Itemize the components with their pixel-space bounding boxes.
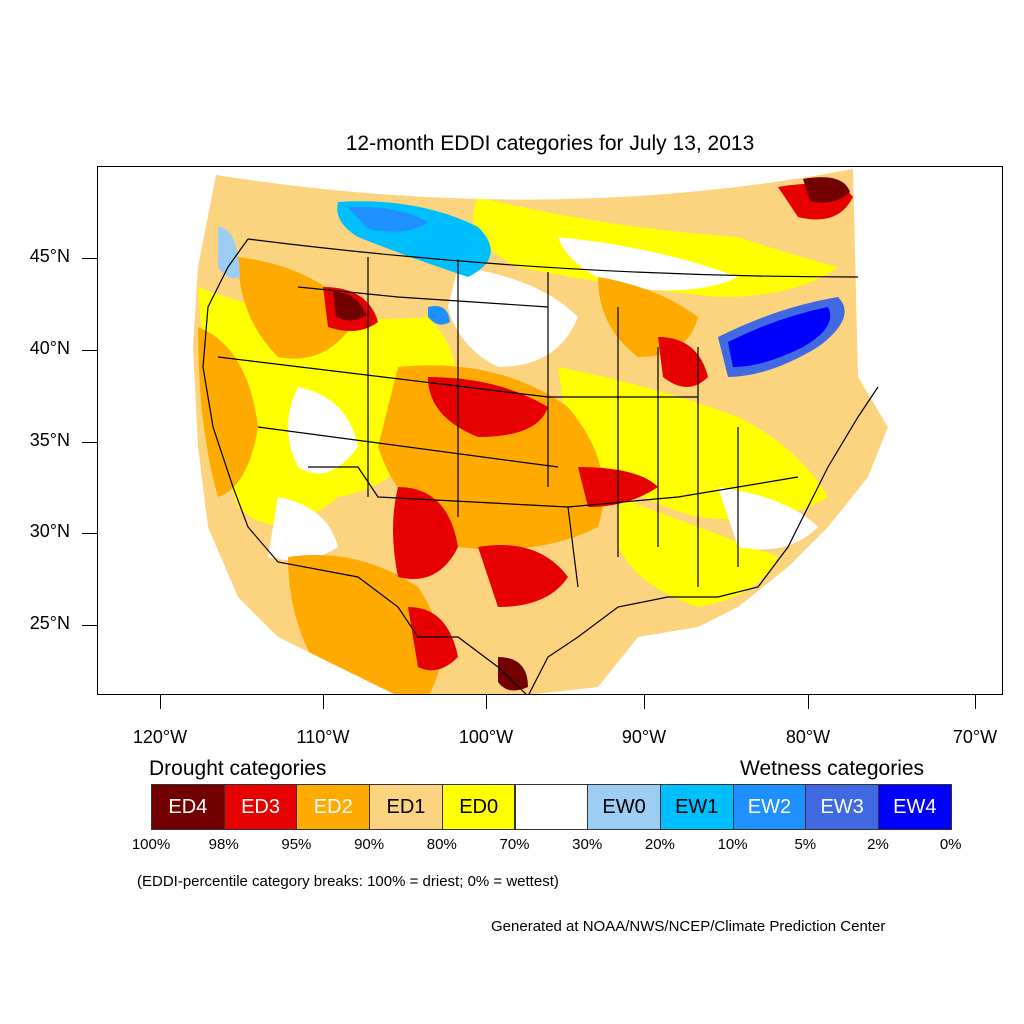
lon-label: 70°W [952, 727, 998, 747]
legend-percentile-label: 0% [939, 836, 962, 853]
eddi-field [193, 169, 888, 694]
legend-box-ed1: ED1 [369, 784, 443, 830]
legend-percentile-label: 100% [131, 836, 171, 853]
eddi-map [193, 169, 888, 694]
lat-label: 45°N [29, 246, 70, 266]
lon-label: 80°W [785, 727, 831, 747]
category-note: (EDDI-percentile category breaks: 100% =… [137, 873, 559, 890]
lon-tick [808, 695, 809, 709]
lon-label: 100°W [458, 727, 514, 747]
legend-percentile-label: 20% [644, 836, 675, 853]
lat-tick [82, 442, 97, 443]
lat-tick [82, 625, 97, 626]
legend-box-ew1: EW1 [659, 784, 734, 830]
legend-percentile-label: 30% [572, 836, 603, 853]
legend-box-ew4: EW4 [878, 784, 952, 830]
lat-label: 30°N [29, 521, 70, 541]
drought-header: Drought categories [149, 757, 327, 780]
lon-tick [160, 695, 161, 709]
lat-tick [82, 258, 97, 259]
lon-tick [323, 695, 324, 709]
legend-box-ed0: ED0 [441, 784, 516, 830]
legend-percentile-label: 5% [794, 836, 817, 853]
legend-box-neutral [514, 784, 589, 830]
legend-box-ew0: EW0 [587, 784, 661, 830]
lat-label: 40°N [29, 338, 70, 358]
wetness-header: Wetness categories [740, 757, 925, 780]
lon-tick [644, 695, 645, 709]
legend-percentile-label: 95% [281, 836, 312, 853]
legend-box-ed2: ED2 [296, 784, 371, 830]
legend-percentile-label: 10% [717, 836, 748, 853]
lon-label: 120°W [132, 727, 188, 747]
lon-label: 90°W [621, 727, 667, 747]
legend-percentile-label: 80% [426, 836, 457, 853]
lon-tick [486, 695, 487, 709]
credit-text: Generated at NOAA/NWS/NCEP/Climate Predi… [491, 918, 886, 935]
lat-tick [82, 533, 97, 534]
lat-label: 35°N [29, 430, 70, 450]
legend-box-ew2: EW2 [732, 784, 807, 830]
lon-label: 110°W [296, 727, 350, 747]
lat-label: 25°N [29, 613, 70, 633]
lon-tick [975, 695, 976, 709]
legend-percentile-label: 98% [208, 836, 239, 853]
lat-tick [82, 350, 97, 351]
legend-percentile-label: 2% [867, 836, 889, 853]
legend-percentile-label: 70% [499, 836, 530, 853]
map-frame [97, 166, 1003, 695]
legend-percentile-label: 90% [354, 836, 385, 853]
legend-box-ed4: ED4 [151, 784, 225, 830]
boundary-lines [202, 238, 879, 694]
map-title: 12-month EDDI categories for July 13, 20… [345, 132, 755, 155]
legend-box-ew3: EW3 [805, 784, 879, 830]
legend-box-ed3: ED3 [223, 784, 298, 830]
